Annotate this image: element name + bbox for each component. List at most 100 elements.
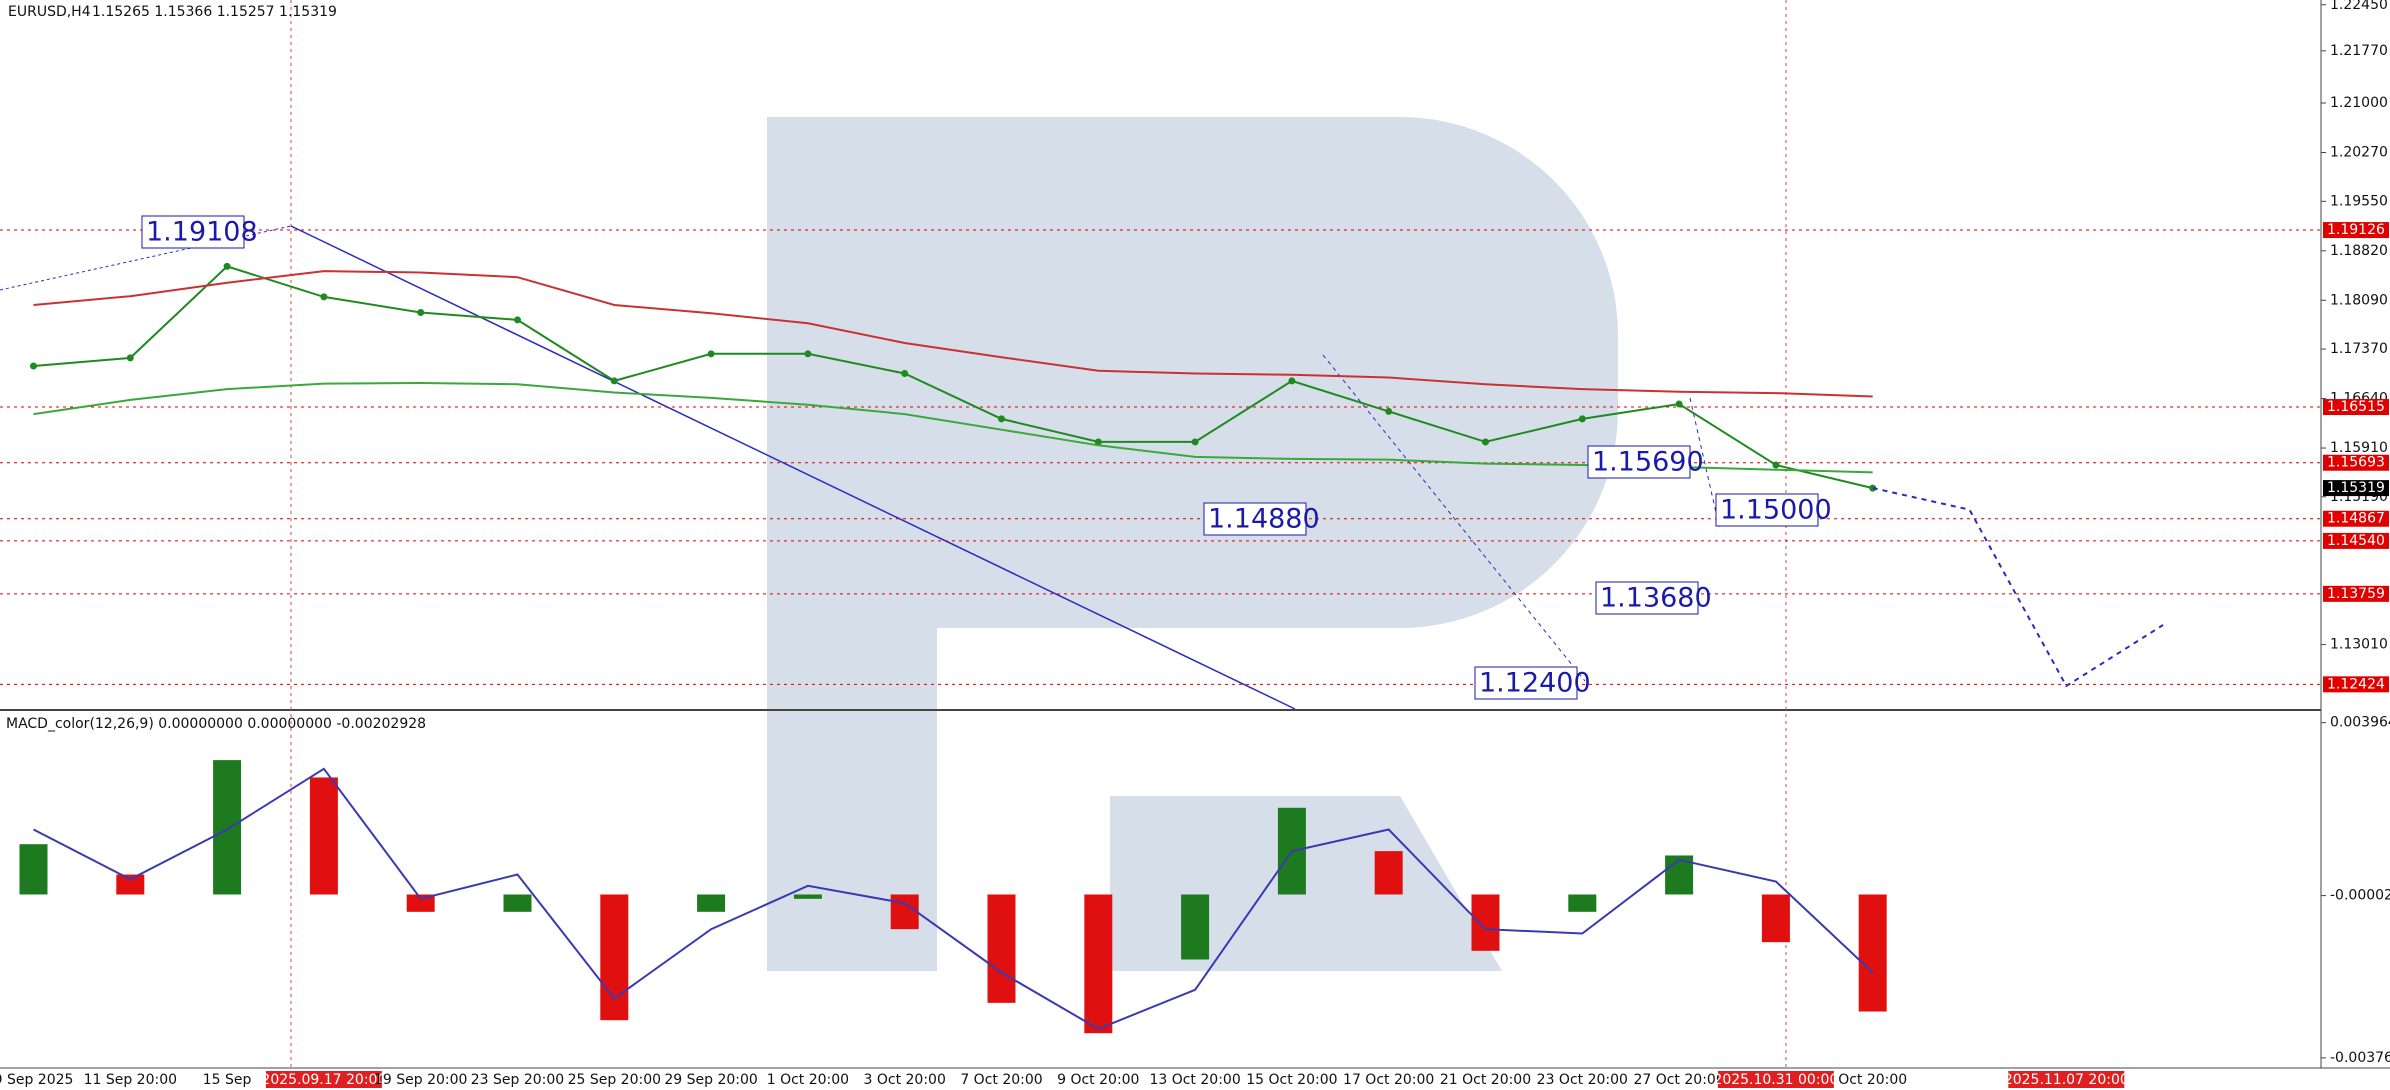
annotation-box: [1587, 445, 1691, 479]
chart-subtitle: 1.15265 1.15366 1.15257 1.15319: [92, 4, 337, 20]
x-tick-label: 27 Oct 20:00: [1633, 1072, 1724, 1088]
x-tick-label: 2025.11.07 20:00: [2004, 1072, 2129, 1088]
close-point: [1191, 438, 1199, 446]
histogram-bar: [1181, 894, 1210, 960]
annotation-box: [1203, 502, 1307, 536]
x-tick-label: 15 Sep: [203, 1072, 252, 1088]
level-label: 1.14867: [2327, 511, 2385, 527]
y-tick-label: 1.18820: [2330, 243, 2388, 259]
histogram-bar: [1858, 894, 1887, 1012]
histogram-bar: [600, 894, 629, 1021]
series-line: [33, 270, 1873, 398]
x-tick-label: 3 Oct 20:00: [864, 1072, 946, 1088]
current-price-label: 1.15319: [2327, 480, 2385, 496]
close-point: [901, 369, 909, 377]
histogram-bar: [213, 760, 242, 895]
annotation: 1.15000: [1720, 495, 1832, 526]
y-tick-label: 1.21000: [2330, 95, 2388, 111]
x-label-box: [265, 1071, 382, 1088]
y-tick-label: 1.18090: [2330, 292, 2388, 308]
forecast-path: [1322, 354, 1586, 682]
close-point: [1578, 415, 1586, 423]
histogram-bar: [1084, 894, 1113, 1034]
annotation-box: [141, 215, 245, 249]
histogram-bar: [19, 844, 48, 895]
annotation-box: [1595, 581, 1699, 615]
x-tick-label: 23 Sep 20:00: [471, 1072, 564, 1088]
histogram-bar: [987, 894, 1016, 1003]
histogram-bar: [503, 894, 532, 912]
y-tick-label: -0.003769: [2330, 1050, 2390, 1066]
series-line: [33, 265, 1873, 490]
close-point: [223, 262, 231, 270]
histogram-bar: [697, 894, 726, 912]
histogram-bar: [116, 874, 145, 895]
annotation: 1.14880: [1208, 504, 1320, 535]
forecast-path: [1689, 397, 1721, 531]
level-label-box: [2323, 532, 2389, 549]
x-label-box: [2008, 1071, 2125, 1088]
level-label-box: [2323, 222, 2389, 239]
close-point: [30, 362, 37, 370]
level-label: 1.12424: [2327, 676, 2385, 692]
x-tick-label: 9 Sep 2025: [0, 1072, 73, 1088]
current-price-box: [2323, 480, 2389, 497]
close-point: [707, 350, 715, 358]
x-tick-label: 25 Sep 20:00: [568, 1072, 661, 1088]
y-tick-label: -0.000026: [2330, 888, 2390, 904]
x-tick-label: 23 Oct 20:00: [1537, 1072, 1628, 1088]
histogram-bar: [890, 894, 919, 930]
annotation: 1.19108: [146, 217, 258, 248]
close-point: [417, 308, 425, 316]
annotation: 1.15690: [1592, 447, 1704, 478]
close-point: [1094, 438, 1102, 446]
annotation: 1.13680: [1600, 583, 1712, 614]
histogram-bar: [1761, 894, 1790, 943]
histogram-bar: [406, 894, 435, 912]
level-label-box: [2323, 399, 2389, 416]
close-point: [1385, 407, 1393, 415]
close-point: [804, 350, 812, 358]
close-point: [1288, 377, 1296, 385]
level-label: 1.14540: [2327, 533, 2385, 549]
close-point: [610, 377, 618, 385]
series-line: [33, 381, 1873, 474]
close-point: [1675, 400, 1683, 408]
trend-line: [290, 225, 1296, 710]
x-tick-label: 2025.10.31 00:00: [1713, 1072, 1838, 1088]
close-point: [1482, 438, 1489, 446]
x-tick-label: 11 Sep 20:00: [84, 1072, 177, 1088]
level-label: 1.15693: [2327, 455, 2385, 471]
level-label-box: [2323, 585, 2389, 602]
y-tick-label: 1.20270: [2330, 145, 2388, 161]
x-tick-label: 9 Oct 20:00: [1057, 1072, 1139, 1088]
level-label: 1.13759: [2327, 586, 2385, 602]
histogram-bar: [309, 777, 338, 895]
level-label-box: [2323, 676, 2389, 693]
y-tick-label: 1.17370: [2330, 341, 2388, 357]
x-tick-label: 17 Oct 20:00: [1343, 1072, 1434, 1088]
series-line: [33, 767, 1874, 1031]
x-tick-label: 29 Sep 20:00: [664, 1072, 757, 1088]
histogram-bar: [1471, 894, 1500, 951]
x-tick-label: 1 Oct 20:00: [767, 1072, 849, 1088]
indicator-title: MACD_color(12,26,9) 0.00000000 0.0000000…: [6, 716, 426, 732]
level-label-box: [2323, 454, 2389, 471]
level-label: 1.19126: [2327, 222, 2385, 238]
annotation-box: [1474, 666, 1578, 700]
y-tick-label: 1.19550: [2330, 193, 2388, 209]
level-label: 1.16515: [2327, 399, 2385, 415]
y-tick-label: 1.22450: [2330, 0, 2388, 13]
x-label-box: [1717, 1071, 1834, 1088]
close-point: [320, 293, 328, 301]
annotation-box: [1715, 493, 1819, 527]
histogram-bar: [1374, 851, 1403, 895]
level-label-box: [2323, 510, 2389, 527]
y-tick-label: 1.21770: [2330, 43, 2388, 59]
annotation: 1.12400: [1479, 668, 1591, 699]
histogram-bar: [1568, 894, 1597, 912]
x-tick-label: 19 Sep 20:00: [374, 1072, 467, 1088]
close-point: [1772, 461, 1780, 469]
x-tick-label: 13 Oct 20:00: [1149, 1072, 1240, 1088]
